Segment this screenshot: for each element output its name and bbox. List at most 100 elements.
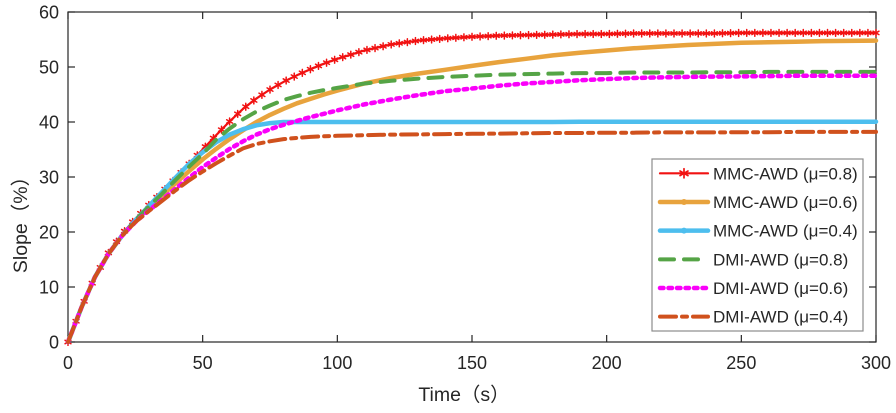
series-marker bbox=[605, 31, 614, 37]
series-marker bbox=[411, 38, 420, 44]
legend-item: DMI-AWD (μ=0.6) bbox=[657, 279, 848, 298]
series-marker bbox=[484, 33, 492, 39]
legend-item: MMC-AWD (μ=0.8) bbox=[658, 164, 858, 183]
series-marker bbox=[452, 35, 460, 41]
series-marker bbox=[791, 30, 799, 36]
y-tick-label: 20 bbox=[39, 222, 59, 242]
series-curves bbox=[64, 28, 880, 346]
y-tick-label: 30 bbox=[39, 167, 59, 187]
legend-item: MMC-AWD (μ=0.6) bbox=[657, 193, 858, 212]
legend-sample-marker bbox=[681, 227, 687, 234]
series-marker bbox=[726, 30, 735, 36]
series-line-6 bbox=[66, 129, 878, 344]
series-marker bbox=[694, 31, 702, 36]
series-marker bbox=[702, 31, 711, 36]
series-marker bbox=[322, 60, 331, 66]
series-marker bbox=[589, 31, 597, 37]
series-marker bbox=[435, 36, 444, 42]
x-tick-label: 100 bbox=[322, 353, 352, 373]
series-marker bbox=[679, 170, 689, 177]
series-marker bbox=[532, 32, 541, 38]
series-marker bbox=[444, 35, 452, 41]
series-marker bbox=[347, 52, 355, 58]
y-tick-label: 0 bbox=[49, 332, 59, 352]
series-marker bbox=[282, 78, 290, 83]
series-marker bbox=[258, 92, 266, 98]
series-marker bbox=[629, 31, 638, 36]
series-marker bbox=[597, 31, 605, 37]
series-marker bbox=[767, 30, 775, 36]
series-marker bbox=[427, 37, 436, 42]
series-marker bbox=[549, 32, 557, 37]
series-marker bbox=[718, 30, 727, 36]
series-marker bbox=[799, 30, 807, 36]
series-marker bbox=[476, 33, 484, 39]
y-tick-label: 60 bbox=[39, 2, 59, 22]
series-marker bbox=[266, 87, 274, 92]
series-marker bbox=[541, 32, 549, 38]
series-marker bbox=[581, 31, 589, 37]
series-marker bbox=[831, 30, 840, 36]
series-marker bbox=[379, 43, 387, 49]
legend-label: MMC-AWD (μ=0.6) bbox=[713, 193, 858, 212]
series-marker bbox=[355, 49, 363, 55]
series-marker bbox=[573, 31, 581, 37]
series-marker bbox=[686, 31, 694, 36]
legend-label: DMI-AWD (μ=0.6) bbox=[713, 279, 848, 298]
series-marker bbox=[339, 54, 347, 60]
series-marker bbox=[807, 30, 816, 36]
series-marker bbox=[419, 37, 428, 43]
x-tick-label: 250 bbox=[726, 353, 756, 373]
legend: MMC-AWD (μ=0.8) MMC-AWD (μ=0.6) MMC-AWD (μ… bbox=[651, 158, 864, 332]
series-marker bbox=[621, 31, 630, 37]
series-marker bbox=[500, 33, 509, 38]
series-marker bbox=[751, 30, 759, 36]
legend-label: MMC-AWD (μ=0.8) bbox=[713, 164, 858, 183]
series-marker bbox=[209, 135, 218, 141]
series-marker bbox=[468, 34, 476, 40]
series-marker bbox=[783, 30, 791, 36]
y-axis-label: Slope（%） bbox=[10, 167, 32, 273]
series-marker bbox=[864, 30, 872, 36]
x-tick-label: 300 bbox=[861, 353, 891, 373]
series-marker bbox=[678, 31, 686, 36]
series-marker bbox=[403, 39, 412, 45]
series-marker bbox=[839, 30, 848, 36]
axis-tick-labels: 0 50 100 150 200 250 300 0 10 20 30 40 50 60 bbox=[39, 2, 891, 373]
x-tick-label: 0 bbox=[63, 353, 73, 373]
series-marker bbox=[775, 30, 783, 36]
series-marker bbox=[314, 63, 323, 69]
series-marker bbox=[613, 31, 622, 37]
legend-item: DMI-AWD (μ=0.4) bbox=[658, 308, 848, 327]
series-marker bbox=[363, 47, 371, 53]
series-marker bbox=[233, 111, 242, 117]
series-marker bbox=[710, 31, 719, 36]
series-marker bbox=[759, 30, 767, 36]
series-line-4 bbox=[66, 69, 878, 344]
series-marker bbox=[848, 30, 856, 36]
series-marker bbox=[734, 30, 743, 36]
legend-box bbox=[651, 158, 864, 332]
series-marker bbox=[516, 32, 525, 38]
series-marker bbox=[298, 70, 307, 76]
y-tick-label: 10 bbox=[39, 277, 59, 297]
series-marker bbox=[815, 30, 824, 36]
series-marker bbox=[330, 57, 339, 63]
legend-item: MMC-AWD (μ=0.4) bbox=[657, 222, 858, 241]
x-tick-label: 200 bbox=[592, 353, 622, 373]
series-marker bbox=[646, 31, 654, 36]
series-marker bbox=[395, 40, 403, 46]
y-tick-label: 40 bbox=[39, 112, 59, 132]
series-marker bbox=[557, 31, 565, 37]
legend-label: DMI-AWD (μ=0.4) bbox=[713, 308, 848, 327]
series-marker bbox=[856, 30, 864, 36]
series-marker bbox=[242, 104, 250, 110]
series-marker bbox=[201, 144, 210, 150]
series-marker bbox=[872, 30, 880, 36]
series-marker bbox=[387, 42, 395, 47]
series-marker bbox=[371, 45, 379, 51]
series-marker bbox=[654, 31, 662, 36]
series-marker bbox=[290, 74, 298, 80]
